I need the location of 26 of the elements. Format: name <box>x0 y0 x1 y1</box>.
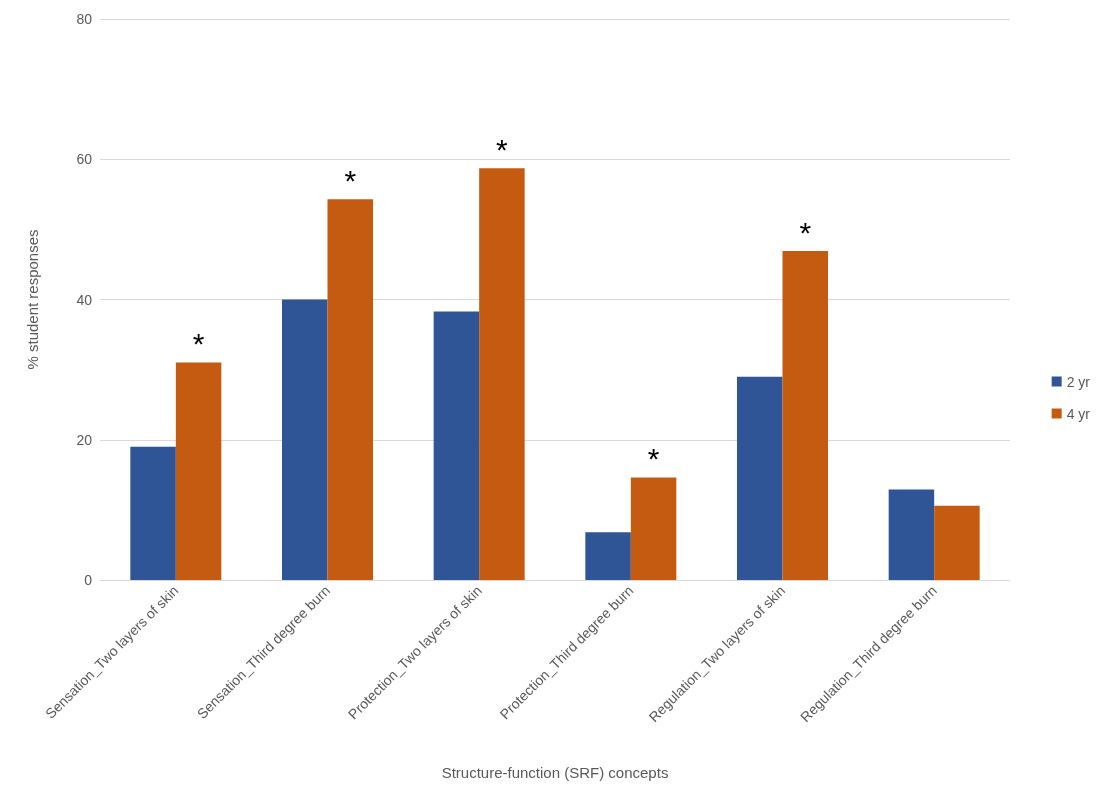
annotation: * <box>496 132 509 166</box>
bar <box>433 311 480 580</box>
bar <box>934 505 980 580</box>
bar <box>327 199 373 580</box>
y-tick-label: 60 <box>76 151 93 168</box>
bar <box>479 168 525 580</box>
y-tick-label: 40 <box>76 291 93 308</box>
bar <box>888 489 935 580</box>
bar <box>737 376 783 580</box>
annotation: * <box>647 442 660 476</box>
annotation: * <box>192 327 205 361</box>
x-axis-title: Structure-function (SRF) concepts <box>441 764 669 781</box>
y-tick-label: 20 <box>76 431 93 448</box>
annotation: * <box>799 215 812 249</box>
legend-label: 2 yr <box>1066 373 1091 390</box>
legend-label: 4 yr <box>1066 405 1091 422</box>
y-axis-title: % student responses <box>24 229 41 370</box>
bar <box>175 362 222 580</box>
bar <box>130 446 176 580</box>
y-tick-label: 80 <box>76 11 93 27</box>
y-tick-label: 0 <box>84 572 93 588</box>
bar <box>585 532 631 580</box>
bar <box>282 299 328 580</box>
bar <box>782 251 828 580</box>
annotation: * <box>344 163 357 197</box>
bar <box>630 477 677 580</box>
